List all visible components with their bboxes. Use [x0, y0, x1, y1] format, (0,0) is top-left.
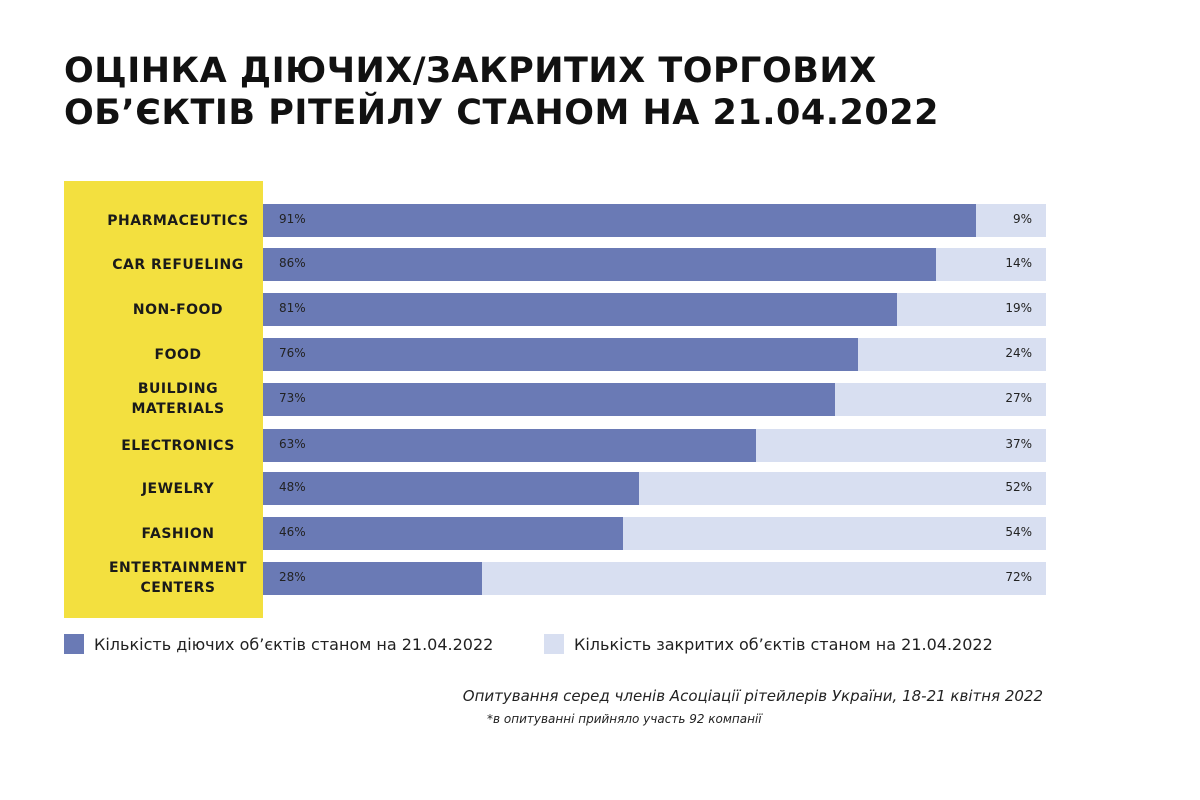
- bar-open: 73%: [263, 383, 835, 416]
- bar-open: 86%: [263, 248, 937, 281]
- title-line-2: ОБ’ЄКТІВ РІТЕЙЛУ СТАНОМ НА 21.04.2022: [64, 93, 939, 133]
- data-label-closed: 72%: [1005, 570, 1032, 584]
- category-label: CAR REFUELING: [112, 257, 244, 273]
- category-label: FASHION: [141, 526, 215, 542]
- legend-item-open: Кількість діючих об’єктів станом на 21.0…: [64, 634, 493, 654]
- category-panel: [64, 181, 263, 618]
- data-label-open: 76%: [279, 346, 306, 360]
- data-label-closed: 52%: [1005, 480, 1032, 494]
- bar-closed: 28% 72%: [263, 562, 1046, 595]
- chart-title: ОЦІНКА ДІЮЧИХ/ЗАКРИТИХ ТОРГОВИХ ОБ’ЄКТІВ…: [64, 50, 939, 134]
- data-label-closed: 24%: [1005, 346, 1032, 360]
- data-label-closed: 54%: [1005, 525, 1032, 539]
- data-label-closed: 9%: [1012, 212, 1032, 226]
- data-label-open: 73%: [279, 391, 306, 405]
- bar-open: 28%: [263, 562, 483, 595]
- data-label-closed: 37%: [1005, 437, 1032, 451]
- legend-swatch-closed: [544, 634, 564, 654]
- data-label-open: 81%: [279, 301, 306, 315]
- data-label-closed: 19%: [1005, 301, 1032, 315]
- bar-closed: 48% 52%: [263, 472, 1046, 505]
- bar-closed: 91% 9%: [263, 204, 1046, 237]
- category-label: FOOD: [154, 347, 202, 363]
- bar-closed: 86% 14%: [263, 248, 1046, 281]
- bar-closed: 63% 37%: [263, 429, 1046, 462]
- bar-open: 63%: [263, 429, 757, 462]
- title-line-1: ОЦІНКА ДІЮЧИХ/ЗАКРИТИХ ТОРГОВИХ: [64, 51, 877, 91]
- bar-open: 81%: [263, 293, 898, 326]
- source-note: Опитування серед членів Асоціації рітейл…: [462, 687, 1043, 705]
- category-label: ENTERTAINMENT CENTERS: [108, 560, 248, 596]
- bar-open: 91%: [263, 204, 976, 237]
- legend-swatch-open: [64, 634, 84, 654]
- category-label: PHARMACEUTICS: [107, 213, 249, 229]
- category-label: ELECTRONICS: [121, 438, 235, 454]
- data-label-open: 86%: [279, 256, 306, 270]
- legend-label-closed: Кількість закритих об’єктів станом на 21…: [574, 634, 993, 654]
- footnote: *в опитуванні прийняло участь 92 компані…: [487, 712, 762, 726]
- category-label: NON-FOOD: [132, 302, 224, 318]
- category-label: BUILDING MATERIALS: [131, 381, 225, 417]
- data-label-closed: 14%: [1005, 256, 1032, 270]
- data-label-open: 63%: [279, 437, 306, 451]
- bar-closed: 73% 27%: [263, 383, 1046, 416]
- legend-label-open: Кількість діючих об’єктів станом на 21.0…: [94, 634, 494, 654]
- bar-open: 48%: [263, 472, 639, 505]
- data-label-open: 91%: [279, 212, 306, 226]
- bar-open: 46%: [263, 517, 624, 550]
- bar-closed: 46% 54%: [263, 517, 1046, 550]
- legend-item-closed: Кількість закритих об’єктів станом на 21…: [544, 634, 993, 654]
- data-label-open: 28%: [279, 570, 306, 584]
- bar-open: 76%: [263, 338, 859, 371]
- data-label-closed: 27%: [1005, 391, 1032, 405]
- category-label: JEWELRY: [141, 481, 215, 497]
- data-label-open: 48%: [279, 480, 306, 494]
- bar-closed: 76% 24%: [263, 338, 1046, 371]
- bar-closed: 81% 19%: [263, 293, 1046, 326]
- data-label-open: 46%: [279, 525, 306, 539]
